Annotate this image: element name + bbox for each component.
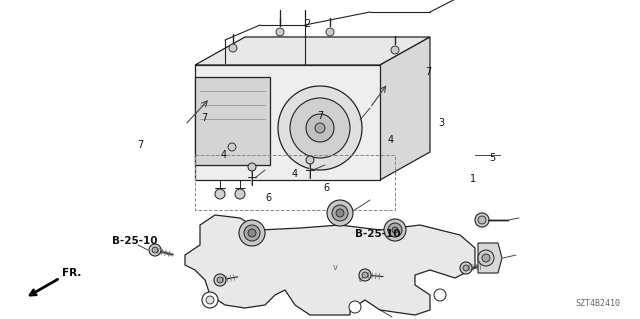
Text: FR.: FR.	[62, 268, 81, 278]
Circle shape	[248, 229, 256, 237]
Polygon shape	[195, 77, 270, 165]
Circle shape	[434, 289, 446, 301]
Circle shape	[290, 98, 350, 158]
Text: 6: 6	[266, 193, 272, 203]
Circle shape	[235, 189, 245, 199]
Polygon shape	[195, 65, 380, 180]
Circle shape	[384, 219, 406, 241]
Circle shape	[248, 163, 256, 171]
Circle shape	[276, 28, 284, 36]
Polygon shape	[195, 37, 430, 65]
Text: B-25-10: B-25-10	[355, 229, 401, 240]
Polygon shape	[380, 37, 430, 180]
Text: 4: 4	[221, 150, 227, 160]
Circle shape	[306, 156, 314, 164]
Text: 4: 4	[291, 169, 298, 179]
Circle shape	[229, 44, 237, 52]
Circle shape	[315, 123, 325, 133]
Text: 3: 3	[438, 118, 445, 128]
Text: SZT4B2410: SZT4B2410	[575, 299, 620, 308]
Text: 5: 5	[490, 153, 496, 163]
Circle shape	[349, 301, 361, 313]
Text: v: v	[358, 276, 362, 285]
Circle shape	[278, 86, 362, 170]
Circle shape	[202, 292, 218, 308]
Circle shape	[244, 225, 260, 241]
Circle shape	[214, 274, 226, 286]
Circle shape	[463, 265, 469, 271]
Polygon shape	[478, 243, 502, 273]
Circle shape	[475, 213, 489, 227]
Circle shape	[362, 272, 368, 278]
Circle shape	[391, 46, 399, 54]
Text: 1: 1	[470, 174, 477, 184]
Circle shape	[478, 250, 494, 266]
Circle shape	[149, 244, 161, 256]
Circle shape	[206, 296, 214, 304]
Text: 6: 6	[323, 183, 330, 193]
Circle shape	[228, 143, 236, 151]
Circle shape	[460, 262, 472, 274]
Circle shape	[359, 269, 371, 281]
Circle shape	[326, 28, 334, 36]
Text: 7: 7	[317, 111, 323, 122]
Text: 7: 7	[202, 113, 208, 123]
Text: B-25-10: B-25-10	[112, 236, 157, 246]
Circle shape	[478, 216, 486, 224]
Circle shape	[152, 247, 158, 253]
Text: v: v	[333, 263, 337, 272]
Bar	[195, 155, 395, 210]
Polygon shape	[185, 215, 475, 315]
Text: 7: 7	[138, 140, 144, 150]
Circle shape	[336, 209, 344, 217]
Circle shape	[388, 223, 402, 237]
Circle shape	[215, 189, 225, 199]
Text: 2: 2	[304, 19, 310, 29]
Circle shape	[327, 200, 353, 226]
Text: 7: 7	[426, 67, 432, 77]
Circle shape	[482, 254, 490, 262]
Circle shape	[392, 227, 398, 233]
Text: 4: 4	[387, 135, 394, 145]
Circle shape	[217, 277, 223, 283]
Circle shape	[306, 114, 334, 142]
Circle shape	[239, 220, 265, 246]
Circle shape	[332, 205, 348, 221]
